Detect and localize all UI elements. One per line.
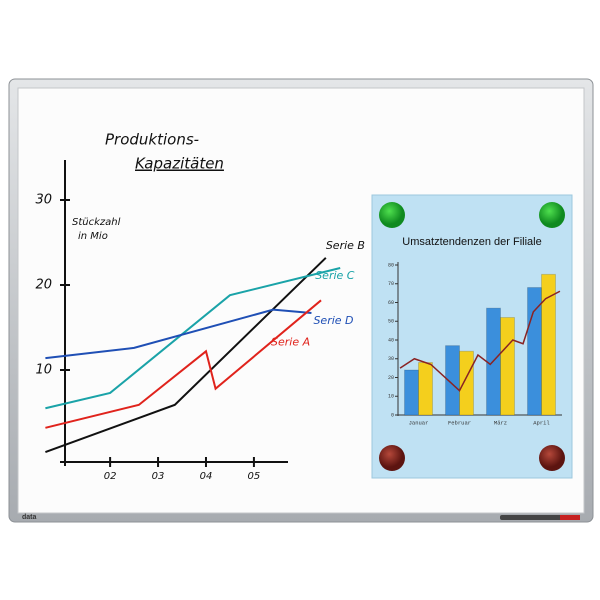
y-tick-label: 0 bbox=[391, 412, 394, 418]
x-tick-label: 02 bbox=[104, 471, 117, 482]
bar bbox=[418, 362, 433, 416]
y-tick-label: 10 bbox=[388, 394, 394, 400]
series-label: Serie B bbox=[326, 239, 365, 252]
bar bbox=[527, 287, 542, 416]
series-label: Serie A bbox=[271, 335, 310, 348]
chart-title: Kapazitäten bbox=[135, 155, 224, 173]
y-tick-label: 30 bbox=[35, 193, 52, 208]
x-tick-label: 03 bbox=[152, 471, 165, 482]
y-tick-label: 30 bbox=[388, 356, 394, 362]
y-tick-label: 60 bbox=[388, 300, 394, 306]
series-line bbox=[45, 257, 327, 453]
bar bbox=[500, 317, 515, 416]
magnet bbox=[379, 202, 405, 228]
magnet bbox=[539, 202, 565, 228]
x-tick-label: Januar bbox=[409, 419, 429, 426]
y-tick-label: 80 bbox=[388, 262, 394, 268]
x-tick-label: April bbox=[533, 419, 550, 426]
series-label: Serie C bbox=[315, 269, 355, 282]
magnet bbox=[379, 445, 405, 471]
bar bbox=[404, 369, 419, 416]
y-axis-label: in Mio bbox=[78, 231, 108, 242]
y-tick-label: 20 bbox=[388, 375, 394, 381]
x-tick-label: März bbox=[494, 419, 507, 426]
x-tick-label: 05 bbox=[248, 471, 261, 482]
series-line bbox=[45, 299, 322, 429]
poster-title: Umsatztendenzen der Filiale bbox=[402, 236, 541, 248]
y-tick-label: 70 bbox=[388, 281, 394, 287]
y-tick-label: 20 bbox=[35, 278, 52, 293]
series-line bbox=[45, 308, 312, 360]
trend-line bbox=[399, 290, 561, 392]
bar bbox=[541, 273, 556, 416]
series-label: Serie D bbox=[313, 314, 353, 327]
magnet bbox=[539, 445, 565, 471]
chart-title: Produktions- bbox=[105, 131, 199, 149]
x-tick-label: 04 bbox=[200, 471, 213, 482]
y-tick-label: 10 bbox=[35, 363, 52, 378]
x-tick-label: Februar bbox=[448, 419, 471, 426]
y-axis-label: Stückzahl bbox=[72, 217, 121, 228]
marker bbox=[560, 515, 580, 520]
brand: data bbox=[22, 514, 37, 521]
y-tick-label: 40 bbox=[388, 337, 394, 343]
bar bbox=[459, 350, 474, 416]
series-line bbox=[45, 267, 341, 410]
y-tick-label: 50 bbox=[388, 319, 394, 325]
